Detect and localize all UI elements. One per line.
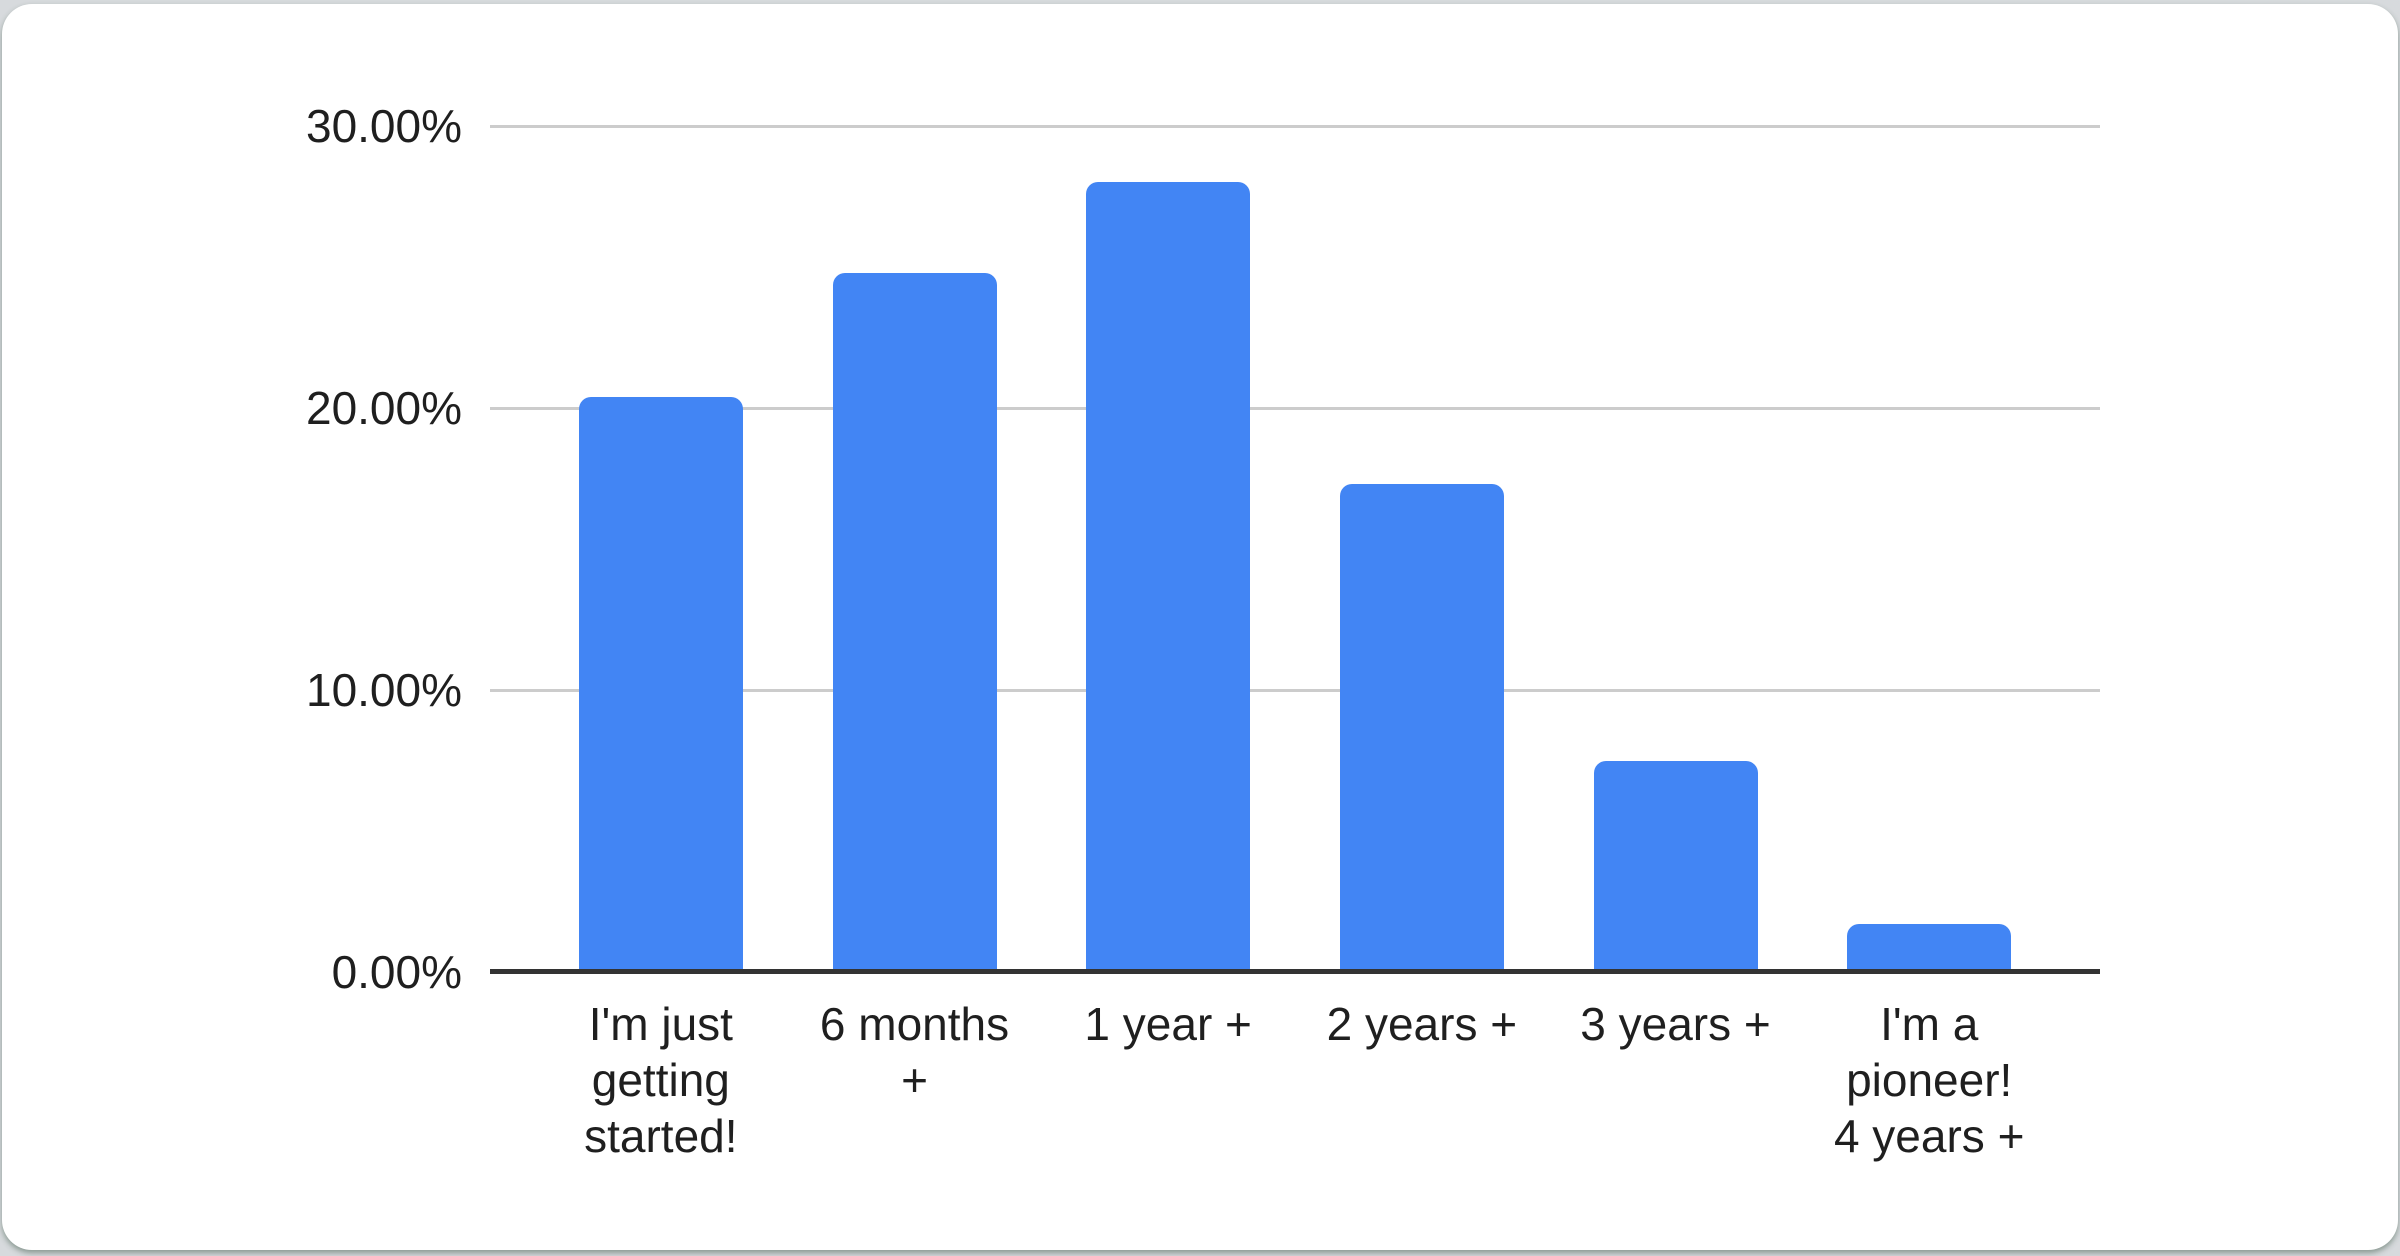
x-category-label-line: I'm a — [1880, 998, 1979, 1050]
x-axis-category-labels: I'm just getting started! 6 months +1 year +… — [490, 996, 2100, 1164]
gridline-30pct — [490, 125, 2100, 128]
y-tick-label: 10.00% — [305, 664, 462, 716]
chart-card: 30.00% 20.00% 10.00% 0.00% I'm just getting s… — [2, 4, 2398, 1250]
x-category-label: I'm just getting started! — [534, 996, 788, 1164]
x-category-label: I'm a pioneer! 4 years + — [1802, 996, 2056, 1164]
x-category-label: 1 year + — [1041, 996, 1295, 1164]
x-category-label-line: 2 years + — [1326, 998, 1518, 1050]
bar-slot — [1802, 126, 2056, 972]
x-category-label-line: 6 months — [819, 998, 1010, 1050]
bar-6[interactable] — [1847, 924, 2012, 972]
x-category-label: 3 years + — [1549, 996, 1803, 1164]
x-category-label-line: I'm just — [588, 998, 733, 1050]
plot-area — [490, 125, 2100, 974]
bar-5[interactable] — [1593, 760, 1758, 972]
x-category-label-line: 1 year + — [1084, 998, 1252, 1050]
bar-3[interactable] — [1086, 182, 1251, 972]
bar-1[interactable] — [578, 396, 743, 972]
y-tick-label: 20.00% — [305, 382, 462, 434]
x-category-label-line: pioneer! — [1846, 1054, 2013, 1106]
bar-slot — [1041, 126, 1295, 972]
gridline-20pct — [490, 407, 2100, 410]
x-category-label: 6 months + — [788, 996, 1042, 1164]
bar-slot — [788, 126, 1042, 972]
x-category-label-line: 3 years + — [1580, 998, 1771, 1050]
bar-slot — [1549, 126, 1803, 972]
bar-4[interactable] — [1339, 484, 1504, 972]
bar-series — [490, 126, 2100, 972]
bar-2[interactable] — [832, 272, 997, 972]
x-category-label-line: 4 years + — [1833, 1110, 2025, 1162]
y-tick-label: 30.00% — [305, 100, 462, 152]
x-category-label-line: + — [901, 1054, 928, 1106]
x-category-label-line: started! — [584, 1110, 738, 1162]
y-tick-label: 0.00% — [331, 946, 462, 998]
x-axis-baseline — [490, 969, 2100, 974]
y-axis-tick-labels: 30.00% 20.00% 10.00% 0.00% — [2, 4, 462, 1250]
x-category-label: 2 years + — [1295, 996, 1549, 1164]
x-category-label-line: getting — [591, 1054, 730, 1106]
bar-slot — [534, 126, 788, 972]
gridline-10pct — [490, 689, 2100, 692]
bar-slot — [1295, 126, 1549, 972]
